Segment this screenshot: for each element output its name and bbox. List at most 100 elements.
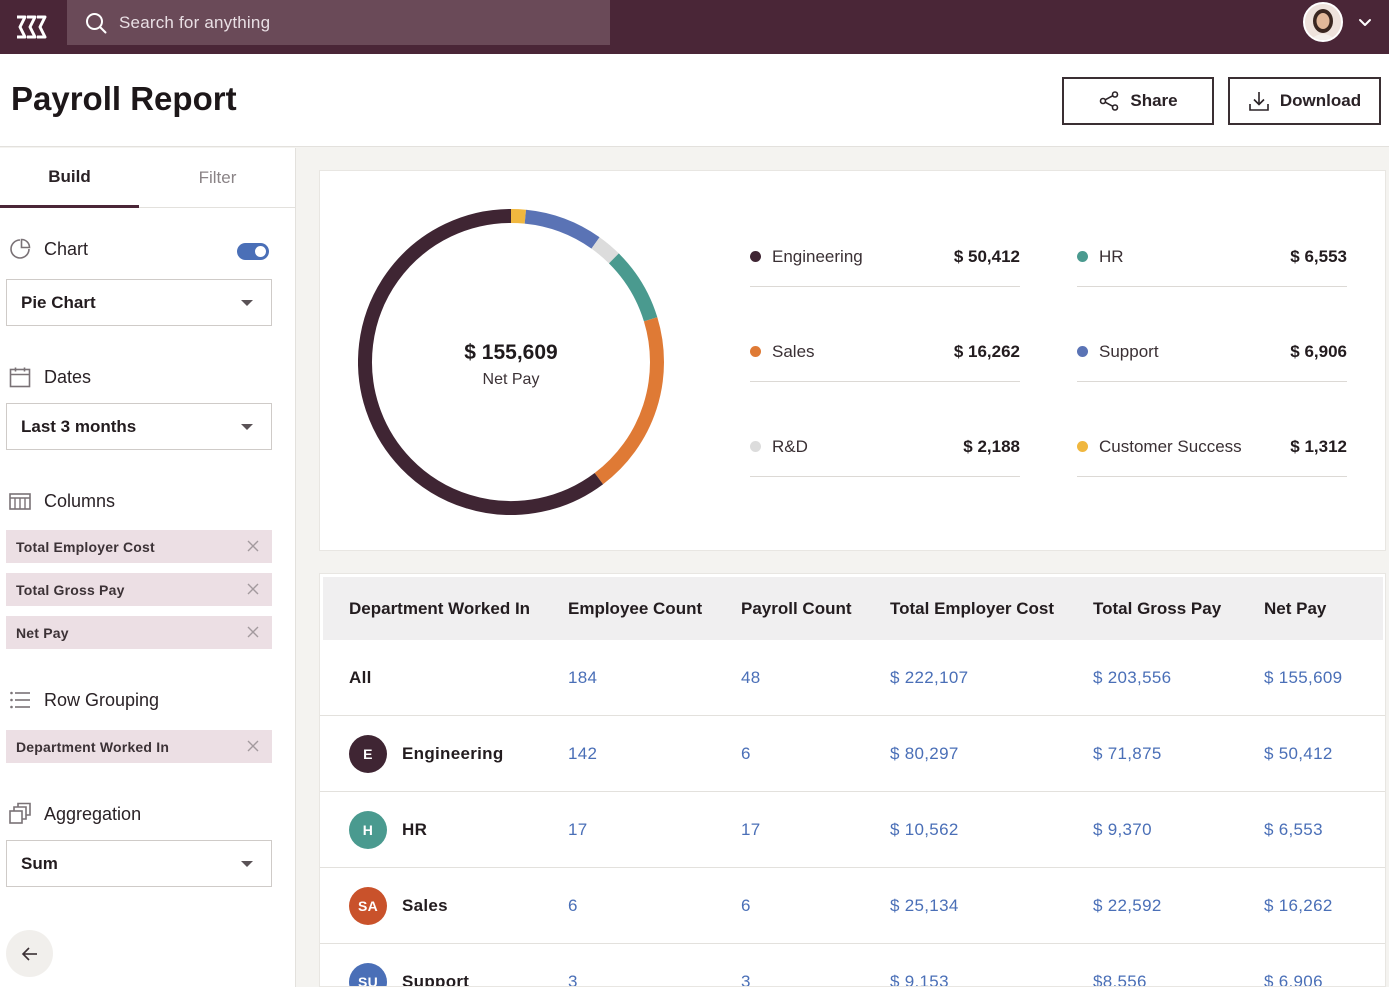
layers-icon: [9, 802, 31, 824]
dept-badge: SU: [349, 963, 387, 986]
column-header[interactable]: Employee Count: [568, 598, 703, 618]
aggregation-section-label: Aggregation: [8, 802, 141, 826]
dept-badge: H: [349, 811, 387, 849]
page-header: Payroll Report Share Download: [0, 54, 1389, 147]
legend-value: $ 6,553: [1290, 246, 1347, 266]
top-bar: Search for anything: [0, 0, 1389, 54]
column-header[interactable]: Net Pay: [1264, 598, 1327, 618]
table-row[interactable]: H HR 17 17 $ 10,562 $ 9,370 $ 6,553: [320, 792, 1385, 868]
row-grouping-chip-label: Department Worked In: [16, 738, 170, 755]
employee-count: 17: [568, 820, 588, 839]
net-pay: $ 6,906: [1264, 972, 1323, 987]
legend-item-customer-success: Customer Success $ 1,312: [1077, 417, 1347, 477]
chart-section-label: Chart: [8, 237, 88, 261]
donut-slice-customer-success[interactable]: [510, 209, 527, 224]
columns-label: Columns: [44, 490, 116, 511]
aggregation-label: Aggregation: [44, 803, 142, 824]
table-row[interactable]: SU Support 3 3 $ 9,153 $8,556 $ 6,906: [320, 944, 1385, 987]
donut-chart: [358, 209, 664, 515]
legend-dot: [1077, 346, 1088, 357]
date-range-select[interactable]: Last 3 months: [6, 403, 272, 450]
dept-name: Support: [402, 972, 470, 987]
legend-item-rnd: R&D $ 2,188: [750, 417, 1020, 477]
table-row[interactable]: SA Sales 6 6 $ 25,134 $ 22,592 $ 16,262: [320, 868, 1385, 944]
tab-build[interactable]: Build: [0, 148, 139, 208]
payroll-count: 3: [741, 972, 751, 987]
dept-name: Sales: [402, 896, 448, 915]
employer-cost: $ 10,562: [890, 820, 959, 839]
dept-name: Engineering: [402, 744, 504, 763]
donut-slice-hr[interactable]: [608, 253, 658, 322]
column-header[interactable]: Payroll Count: [741, 598, 852, 618]
column-chip: Net Pay: [6, 616, 272, 649]
user-photo-icon: [1305, 4, 1341, 40]
payroll-count: 6: [741, 744, 751, 763]
row-grouping-section-label: Row Grouping: [8, 688, 159, 712]
payroll-count: 17: [741, 820, 761, 839]
date-range-value: Last 3 months: [21, 416, 137, 436]
legend-value: $ 16,262: [953, 341, 1020, 361]
employee-count: 6: [568, 896, 578, 915]
column-header[interactable]: Total Gross Pay: [1093, 598, 1222, 618]
search-bar[interactable]: Search for anything: [67, 0, 610, 45]
legend-dot: [750, 441, 761, 452]
legend-name: R&D: [772, 436, 808, 456]
legend-item-support: Support $ 6,906: [1077, 322, 1347, 382]
column-chip: Total Gross Pay: [6, 573, 272, 606]
download-icon: [1249, 92, 1269, 111]
net-pay: $ 6,553: [1264, 820, 1323, 839]
collapse-sidebar-button[interactable]: [6, 930, 53, 977]
column-chip-label: Total Gross Pay: [16, 581, 125, 598]
user-avatar[interactable]: [1303, 2, 1343, 42]
gross-pay: $ 71,875: [1093, 744, 1162, 763]
column-header[interactable]: Department Worked In: [349, 598, 531, 618]
legend-name: Sales: [772, 341, 815, 361]
employee-count: 142: [568, 744, 598, 763]
chevron-down-icon[interactable]: [1357, 14, 1373, 30]
chart-label: Chart: [44, 238, 89, 259]
legend-item-hr: HR $ 6,553: [1077, 227, 1347, 287]
download-label: Download: [1279, 91, 1362, 110]
close-icon[interactable]: [246, 539, 260, 553]
dept-name: All: [349, 668, 372, 687]
employer-cost: $ 222,107: [890, 668, 969, 687]
close-icon[interactable]: [246, 582, 260, 596]
gross-pay: $ 203,556: [1093, 668, 1172, 687]
share-button[interactable]: Share: [1062, 77, 1214, 125]
table-row[interactable]: E Engineering 142 6 $ 80,297 $ 71,875 $ …: [320, 716, 1385, 792]
chart-type-value: Pie Chart: [21, 292, 96, 312]
caret-down-icon: [241, 861, 253, 867]
table-row[interactable]: All 184 48 $ 222,107 $ 203,556 $ 155,609: [320, 640, 1385, 716]
download-button[interactable]: Download: [1228, 77, 1381, 125]
legend-name: Engineering: [772, 246, 863, 266]
tab-filter[interactable]: Filter: [198, 168, 237, 187]
legend-dot: [1077, 441, 1088, 452]
gross-pay: $ 9,370: [1093, 820, 1152, 839]
pie-chart-icon: [10, 238, 31, 259]
donut-center: $ 155,609 Net Pay: [358, 341, 664, 389]
net-pay: $ 50,412: [1264, 744, 1333, 763]
chart-toggle[interactable]: [237, 243, 269, 260]
column-chip-label: Net Pay: [16, 624, 69, 641]
chart-type-select[interactable]: Pie Chart: [6, 279, 272, 326]
donut-slice-support[interactable]: [524, 209, 600, 249]
donut-slice-engineering[interactable]: [358, 209, 604, 515]
app-logo-icon[interactable]: [14, 12, 48, 42]
caret-down-icon: [241, 424, 253, 430]
donut-slice-r-d[interactable]: [591, 237, 619, 264]
report-builder-sidebar: Build Filter Chart Pie Chart Dates Last …: [0, 148, 296, 987]
chart-card: $ 155,609 Net Pay Engineering $ 50,412 H…: [319, 170, 1386, 551]
arrow-left-icon: [21, 946, 37, 961]
legend-value: $ 2,188: [963, 436, 1020, 456]
aggregation-select[interactable]: Sum: [6, 840, 272, 887]
employer-cost: $ 80,297: [890, 744, 959, 763]
payroll-count: 6: [741, 896, 751, 915]
close-icon[interactable]: [246, 739, 260, 753]
column-chip: Total Employer Cost: [6, 530, 272, 563]
column-header[interactable]: Total Employer Cost: [890, 598, 1055, 618]
close-icon[interactable]: [246, 625, 260, 639]
calendar-icon: [9, 367, 31, 388]
donut-total-label: Net Pay: [482, 371, 540, 388]
sidebar-tabs: Build Filter: [0, 148, 296, 208]
donut-slice-sales[interactable]: [594, 317, 664, 485]
